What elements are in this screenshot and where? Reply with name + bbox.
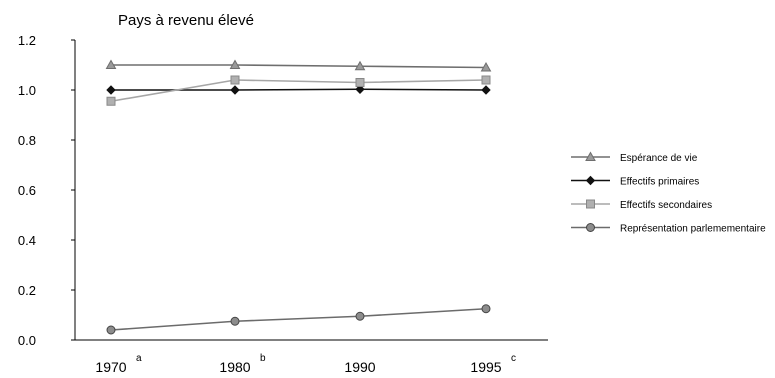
legend-label: Espérance de vie [620,153,698,164]
y-tick-label: 0.8 [18,133,36,148]
legend-marker [586,223,595,232]
y-tick-label: 0.0 [18,333,36,348]
legend-marker [586,199,595,209]
data-point [106,325,116,335]
legend-item: Représentation parlemementaire [571,223,766,235]
data-point [481,75,491,85]
data-point [355,78,365,87]
x-tick-label: 1995 [470,359,501,375]
x-tick-superscript: a [136,353,142,364]
legend-item: Effectifs primaires [571,175,699,188]
data-point [229,59,241,69]
y-tick-label: 1.2 [18,33,36,48]
x-tick-label: 1980 [219,359,250,375]
y-tick-label: 0.4 [18,233,36,248]
data-point [355,84,365,94]
legend-label: Effectifs primaires [620,177,699,188]
data-point [481,304,491,314]
data-point [230,316,240,326]
data-point [106,96,116,106]
series-line [111,88,487,91]
x-tick-label: 1990 [344,359,375,375]
legend-marker [585,151,596,161]
series-2 [106,75,491,106]
series-line [110,79,487,103]
x-axis-ticks: 1970 a 1980 b 1990 1995 c [95,353,516,375]
data-point [355,311,365,321]
series-layer [105,59,492,335]
series-line [111,64,487,69]
legend-label: Effectifs secondaires [620,200,712,211]
x-tick-superscript: c [511,353,516,364]
legend: Espérance de vie Effectifs primaires Effec… [571,151,766,235]
data-point [105,59,117,69]
series-line [110,307,487,331]
x-tick-label: 1970 [95,359,126,375]
data-point [480,61,492,72]
axes [74,40,548,341]
legend-marker [585,175,596,186]
legend-label: Représentation parlemementaire [620,224,766,235]
y-tick-label: 0.2 [18,283,36,298]
series-0 [105,59,492,72]
data-point [230,75,240,85]
y-tick-label: 0.6 [18,183,36,198]
x-tick-superscript: b [260,353,266,364]
y-axis-ticks: 0.0 0.2 0.4 0.6 0.8 1.0 1.2 [18,33,75,348]
y-tick-label: 1.0 [18,83,36,98]
data-point [481,85,491,95]
data-point [354,60,366,71]
legend-item: Effectifs secondaires [571,199,712,211]
legend-item: Espérance de vie [571,151,698,164]
data-point [230,85,240,95]
series-3 [106,304,491,335]
data-point [106,85,116,95]
chart-title: Pays à revenu élevé [118,12,254,29]
